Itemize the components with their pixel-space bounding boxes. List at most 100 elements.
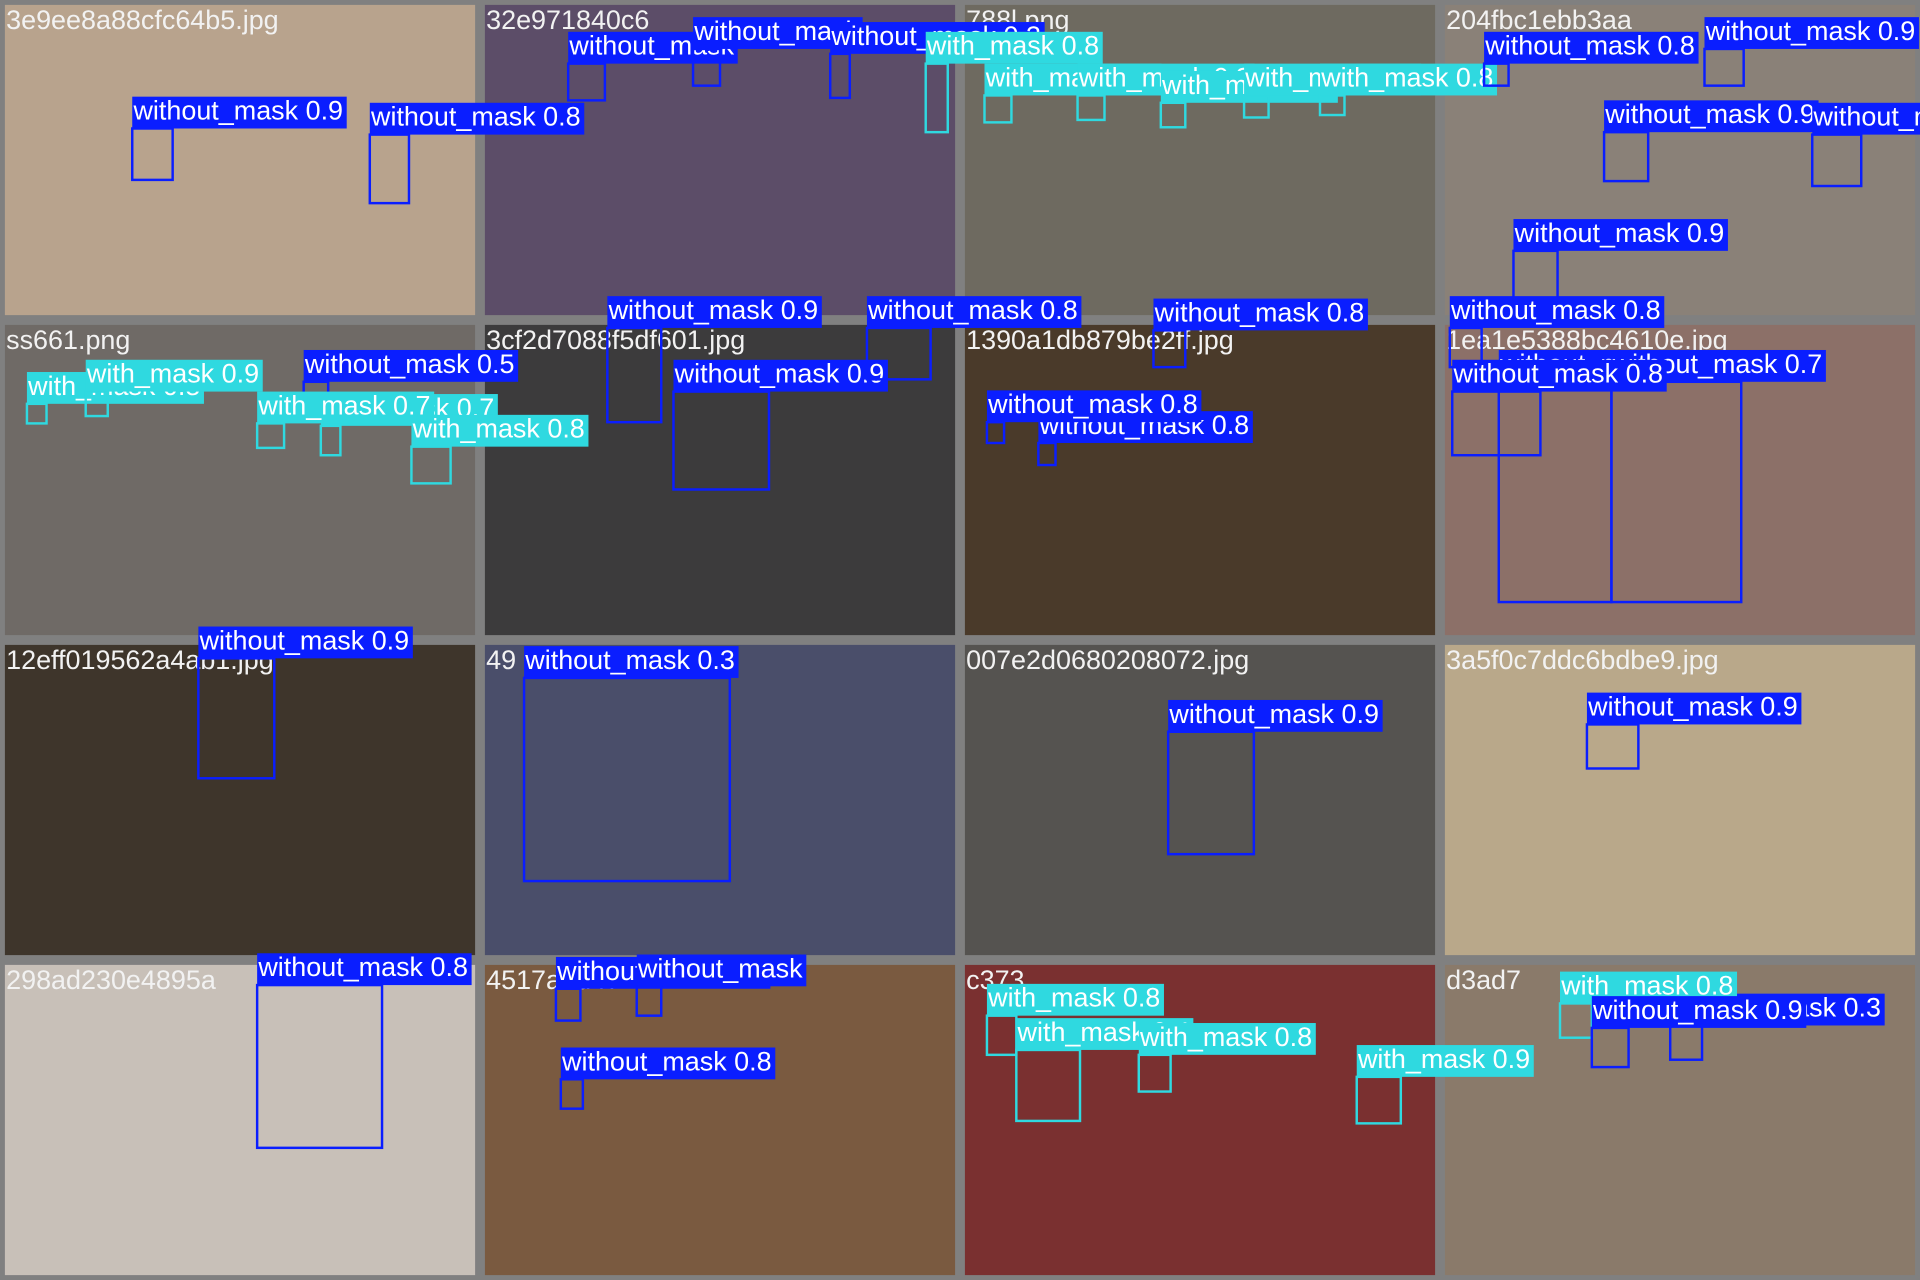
filename: 3a5f0c7ddc6bdbe9.jpg <box>1446 645 1719 675</box>
detection: without_mask 0.9 <box>1602 99 1819 183</box>
tile-image <box>477 637 963 963</box>
image-tile: 4517aed47 <box>477 957 963 1280</box>
detection: without_mask 0.8 <box>559 1046 776 1110</box>
label-background <box>866 296 1082 328</box>
detection: without_mask 0.8 <box>985 389 1202 445</box>
detection-label: with_mask 0.8 <box>926 31 1099 61</box>
filename: 298ad230e4895a <box>6 965 216 995</box>
detection-label: without_mask 0.9 <box>608 295 819 325</box>
label-background <box>132 96 347 129</box>
detection-label: without_mask 0.9 <box>199 625 410 655</box>
filename: d3ad7 <box>1446 965 1521 995</box>
label-background <box>607 296 822 328</box>
detection-label: without_mask 0.8 <box>370 102 581 132</box>
detection-label: without_mask 0.3 <box>524 645 735 675</box>
filename: 32e971840c6 <box>486 5 649 35</box>
detection-label: without_mask 0.9 <box>1587 691 1798 721</box>
detection: with_mask 0.9 <box>1355 1044 1534 1125</box>
detection: without_mask <box>635 953 807 1017</box>
tile-image <box>1437 637 1920 963</box>
detection: with_mask 0.7 <box>255 390 435 450</box>
label-background <box>560 1047 776 1080</box>
detection-label: with_mask 0.9 <box>86 359 259 389</box>
label-background <box>85 359 263 392</box>
detection-label: without_mask 0.9 <box>1514 218 1725 248</box>
filename: 204fbc1ebb3aa <box>1446 5 1632 35</box>
detection: with_mask 0.9 <box>84 359 263 418</box>
detection-label: without_mask 0.8 <box>1154 297 1365 327</box>
tile-image <box>0 0 483 323</box>
detection-label: without_mask 0.9 <box>1812 102 1920 132</box>
detection: without_mask 0.9 <box>1166 699 1383 856</box>
detection-label: without_mask 0.9 <box>1592 995 1803 1025</box>
label-background <box>1356 1045 1534 1077</box>
filename: 3cf2d7088f5df601.jpg <box>486 325 745 355</box>
detection: with_mask 0.8 <box>985 983 1164 1057</box>
label-background <box>1604 100 1819 133</box>
image-tile: 007e2d0680208072.jpg <box>957 637 1443 963</box>
detection-label: without_mask 0.8 <box>867 295 1078 325</box>
label-background <box>369 102 585 135</box>
detection: without_mask 0.9 <box>672 359 888 491</box>
detection-label: without_mask 0.9 <box>1604 99 1815 129</box>
label-background <box>1320 63 1498 96</box>
label-background <box>1168 699 1383 732</box>
detection-label: without_mask 0.9 <box>132 96 343 126</box>
detection: with_mask 0.8 <box>924 31 1103 134</box>
detection: without_mask 0.9 <box>1590 995 1807 1069</box>
filename: 007e2d0680208072.jpg <box>966 645 1249 675</box>
detection-label: with_mask 0.9 <box>1357 1044 1530 1074</box>
label-background <box>257 391 435 424</box>
detection: without_mask 0.8 <box>1448 295 1665 369</box>
detection-label: without_mask 0.9 <box>1705 16 1916 46</box>
label-background <box>1153 298 1368 331</box>
detection-label: with_mask 0.8 <box>412 414 585 444</box>
label-background <box>1586 692 1802 725</box>
label-background <box>986 390 1202 423</box>
detection-label: without_mask 0.8 <box>561 1046 772 1076</box>
label-background <box>636 954 807 987</box>
detection-label: without_mask 0.5 <box>304 349 515 379</box>
detection: without_mask 0.8 <box>865 295 1082 381</box>
detection: without_mask 0.9 <box>1811 102 1920 188</box>
detection-label: with_mask 0.8 <box>987 983 1160 1013</box>
label-background <box>1704 17 1919 49</box>
filename: 3e9ee8a88cfc64b5.jpg <box>6 5 279 35</box>
label-background <box>1484 31 1699 64</box>
label-background <box>257 953 472 986</box>
label-background <box>1513 219 1728 251</box>
label-background <box>411 414 589 447</box>
label-background <box>1138 1023 1316 1055</box>
tile-image <box>0 957 483 1280</box>
detection-label: without_mask 0.9 <box>674 359 885 389</box>
tile-image <box>0 637 483 963</box>
label-background <box>1591 996 1807 1028</box>
detection-label: without_mask 0.8 <box>987 389 1198 419</box>
detection-label: with_mask 0.8 <box>1320 63 1493 93</box>
detection-label: with_mask 0.7 <box>257 390 430 420</box>
detection: without_mask 0.9 <box>1585 691 1802 770</box>
label-background <box>1812 102 1920 135</box>
detection-label: without_mask <box>637 953 803 983</box>
detection: without_mask 0.8 <box>1152 297 1368 369</box>
image-tile: 49 <box>477 637 963 963</box>
detection: without_mask 0.8 <box>255 952 472 1150</box>
detection: without_mask 0.8 <box>1482 31 1699 87</box>
detection-label: without_mask 0.9 <box>1168 699 1379 729</box>
detection: without_mask 0.9 <box>1512 218 1728 302</box>
image-tile: 1390a1db879be2ff.jpg <box>957 317 1443 643</box>
detections: without_mask 0.9 without_mask 0.8 without_… <box>25 16 1920 1150</box>
label-background <box>198 626 413 659</box>
detection-label: without_mask 0.8 <box>1450 295 1661 325</box>
filename: 49 <box>486 645 516 675</box>
detection-label: with_mask 0.8 <box>1560 971 1733 1001</box>
detection-label: without_mask 0.8 <box>1452 359 1663 389</box>
label-background <box>673 359 888 392</box>
tile-image <box>957 637 1443 963</box>
label-background <box>1452 359 1667 392</box>
detection-label: without_mask 0.8 <box>257 952 468 982</box>
image-tile: 298ad230e4895a <box>0 957 483 1280</box>
detection: without_mask 0.9 <box>1703 16 1919 87</box>
